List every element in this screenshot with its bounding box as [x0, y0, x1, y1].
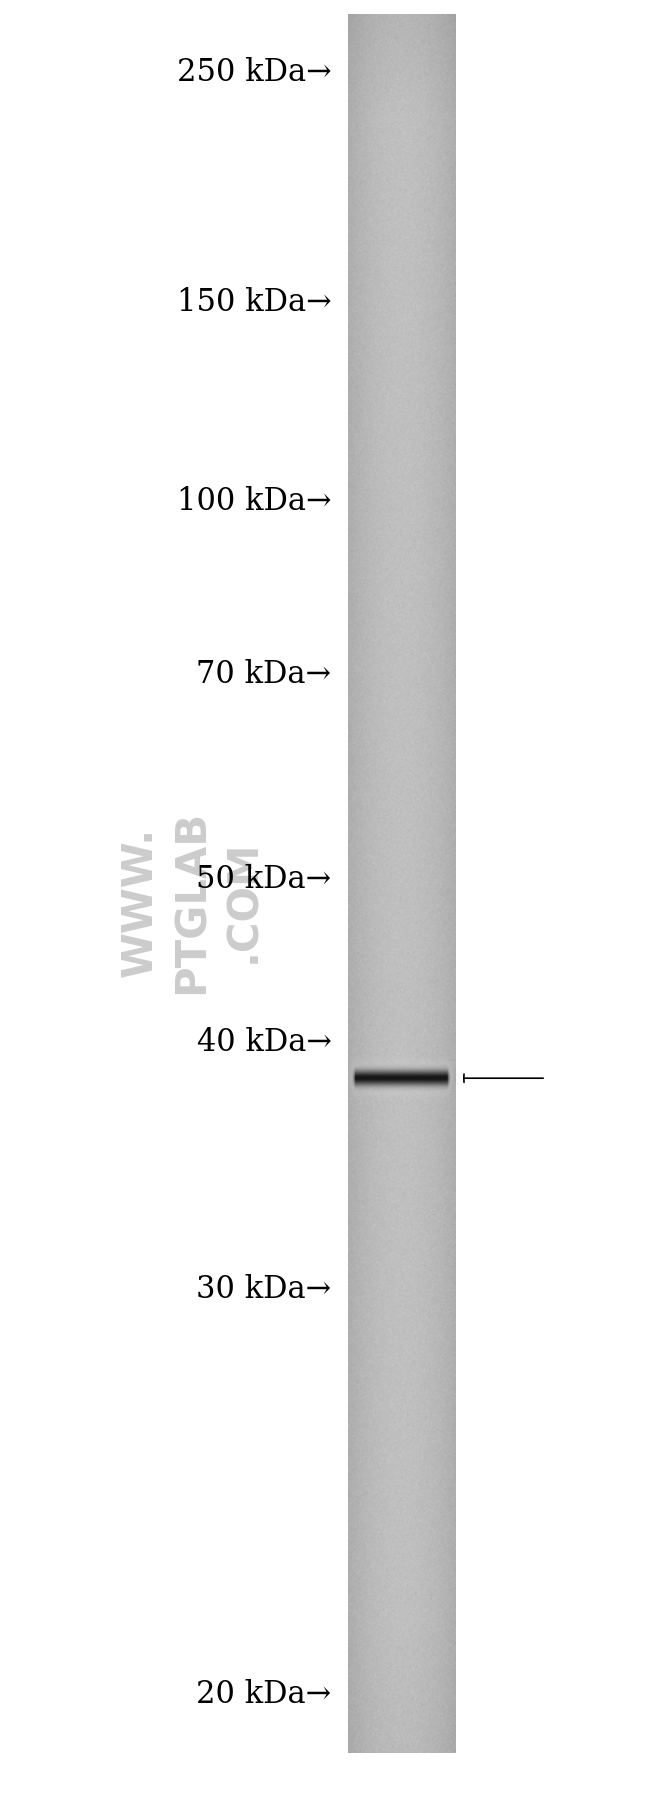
Text: 50 kDa→: 50 kDa→	[196, 864, 332, 896]
Text: 250 kDa→: 250 kDa→	[177, 56, 332, 88]
Text: 40 kDa→: 40 kDa→	[196, 1026, 332, 1058]
Text: 20 kDa→: 20 kDa→	[196, 1679, 332, 1711]
Text: 150 kDa→: 150 kDa→	[177, 287, 332, 319]
Text: 100 kDa→: 100 kDa→	[177, 485, 332, 517]
Text: 30 kDa→: 30 kDa→	[196, 1273, 332, 1305]
Text: 70 kDa→: 70 kDa→	[196, 658, 332, 691]
Text: WWW.
PTGLAB
.COM: WWW. PTGLAB .COM	[119, 810, 265, 993]
